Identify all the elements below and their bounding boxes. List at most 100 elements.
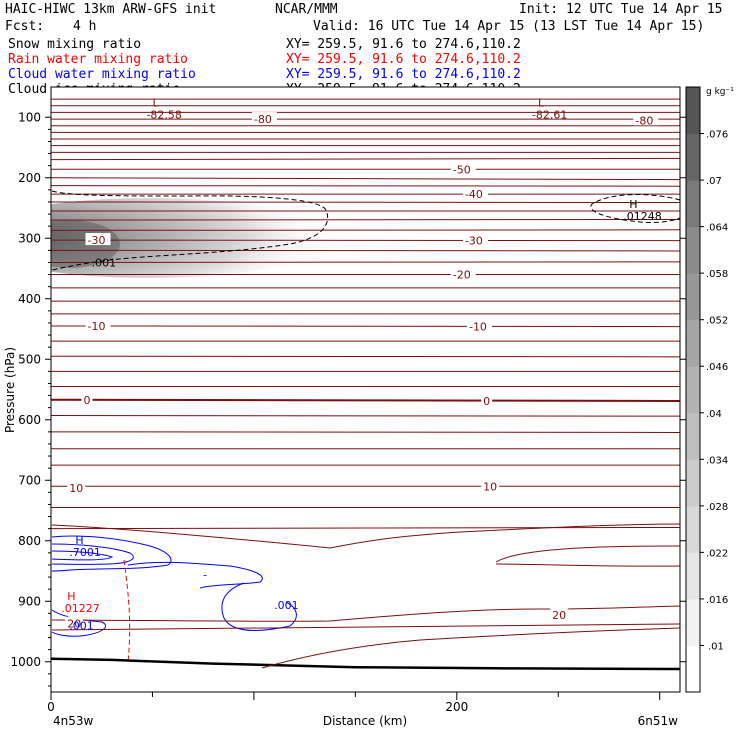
temperature-label: -50 — [453, 163, 471, 176]
y-tick-label: 400 — [18, 292, 41, 306]
colorbar-tick-label: .034 — [706, 455, 728, 466]
forecast-label: Fcst: — [5, 19, 44, 34]
field-name: Snow mixing ratio — [8, 37, 141, 52]
init-time: Init: 12 UTC Tue 14 Apr 15 — [519, 2, 723, 17]
colorbar-swatch — [686, 226, 700, 274]
valid-time: Valid: 16 UTC Tue 14 Apr 15 (13 LST Tue … — [313, 19, 704, 34]
temperature-label: 0 — [83, 394, 90, 407]
extremum-value: .7001 — [69, 546, 101, 559]
colorbar-swatch — [686, 180, 700, 228]
label-bg — [481, 479, 500, 492]
field-xy: XY= 259.5, 91.6 to 274.6,110.2 — [286, 67, 521, 82]
extremum-marker: L — [152, 96, 159, 109]
isotherms — [51, 98, 680, 530]
x-axis: 0 200 — [47, 692, 661, 714]
isotherm-line — [51, 261, 680, 263]
y-tick-label: 1000 — [10, 655, 41, 669]
colorbar-tick-label: .076 — [706, 130, 728, 141]
isotherm-line — [51, 218, 680, 221]
isotherm-line — [51, 431, 680, 433]
temperature-label: 0 — [483, 395, 490, 408]
temperature-label: -10 — [469, 321, 487, 334]
temperature-label: -20 — [453, 269, 471, 282]
colorbar: .01 .016 .022 .028 .034 .04 .046 .052 .058 .064 .0… — [685, 86, 728, 693]
colorbar-swatch — [686, 133, 700, 181]
extremum-marker: H — [67, 590, 75, 603]
x-axis-title: Distance (km) — [323, 714, 407, 728]
isotherm-line — [51, 157, 680, 161]
label-bg — [65, 616, 84, 629]
label-bg — [85, 318, 111, 331]
isotherm-line — [51, 249, 680, 252]
extremum-value: .01227 — [61, 602, 99, 615]
temperature-label: -80 — [254, 113, 272, 126]
y-tick-label: 200 — [18, 171, 41, 185]
label-bg — [85, 233, 111, 246]
rain-water-contour — [123, 559, 131, 663]
colorbar-unit: g kg⁻¹ — [706, 87, 734, 97]
colorbar-tick-label: .064 — [706, 223, 728, 234]
isotherm-line — [51, 239, 680, 242]
contour-label: .001 — [92, 256, 117, 269]
terrain-surface-line — [51, 657, 680, 671]
x-tick-label: 0 — [47, 700, 55, 714]
model-title: HAIC-HIWC 13km ARW-GFS init — [5, 2, 216, 17]
label-bg — [81, 392, 93, 405]
temperature-label: 20 — [552, 609, 566, 622]
cloud-ice-contour-right — [590, 194, 680, 223]
colorbar-swatch — [686, 552, 700, 600]
y-tick-label: 500 — [18, 352, 41, 366]
lower-isotherms — [51, 523, 680, 669]
y-tick-label: 600 — [18, 413, 41, 427]
colorbar-swatch — [686, 319, 700, 367]
temperature-label: 10 — [69, 482, 83, 495]
extremum-value: -82.61 — [532, 108, 567, 121]
colorbar-tick-label: .016 — [706, 595, 728, 606]
colorbar-tick-label: .022 — [706, 548, 728, 559]
y-tick-label: 300 — [18, 231, 41, 245]
contour-label: .001 — [69, 619, 94, 632]
isotherm-line — [51, 415, 680, 417]
label-bg — [466, 319, 492, 332]
colorbar-tick-label: .028 — [706, 502, 728, 513]
field-name: Cloud water mixing ratio — [8, 67, 196, 82]
temperature-label: 20 — [67, 618, 81, 631]
isotherm-line — [51, 526, 680, 530]
temperature-label: 10 — [483, 480, 497, 493]
label-bg — [450, 267, 476, 280]
y-axis-title: Pressure (hPa) — [3, 347, 17, 433]
y-tick-label: 100 — [18, 110, 41, 124]
extremum-value: -82.58 — [146, 108, 181, 121]
colorbar-swatch — [686, 412, 700, 460]
label-bg — [462, 187, 488, 200]
field-xy: XY= 259.5, 91.6 to 274.6,110.2 — [286, 37, 521, 52]
isotherm-line — [51, 201, 680, 204]
label-bg — [550, 608, 569, 621]
y-tick-label: 900 — [18, 594, 41, 608]
colorbar-tick-label: .01 — [706, 641, 724, 652]
plot-area: -80 -80-50-40-30 -30-20-10 -100 010 102020.00… — [51, 87, 680, 692]
field-name: Rain water mixing ratio — [8, 52, 188, 67]
temperature-label: -40 — [465, 188, 483, 201]
right-endpoint: 6n51w — [638, 714, 679, 728]
colorbar-swatch — [686, 366, 700, 414]
extremum-marker: H — [629, 198, 637, 211]
temperature-label: -10 — [88, 320, 106, 333]
label-bg — [67, 481, 86, 494]
label-bg — [450, 162, 476, 175]
temperature-label: -30 — [88, 234, 106, 247]
isotherm-line — [51, 177, 680, 181]
label-bg — [251, 112, 277, 125]
left-endpoint: 4n53w — [53, 714, 94, 728]
contour-label: - — [203, 569, 207, 582]
colorbar-tick-label: .04 — [706, 409, 722, 420]
colorbar-swatch — [686, 87, 700, 135]
contour-label: .001 — [274, 599, 299, 612]
y-tick-label: 800 — [18, 534, 41, 548]
contour-labels: -80 -80-50-40-30 -30-20-10 -100 010 102020.00… — [61, 96, 662, 632]
extremum-value: .01248 — [623, 210, 662, 223]
plot-frame — [50, 86, 681, 693]
cloud-ice-shading — [51, 198, 335, 278]
